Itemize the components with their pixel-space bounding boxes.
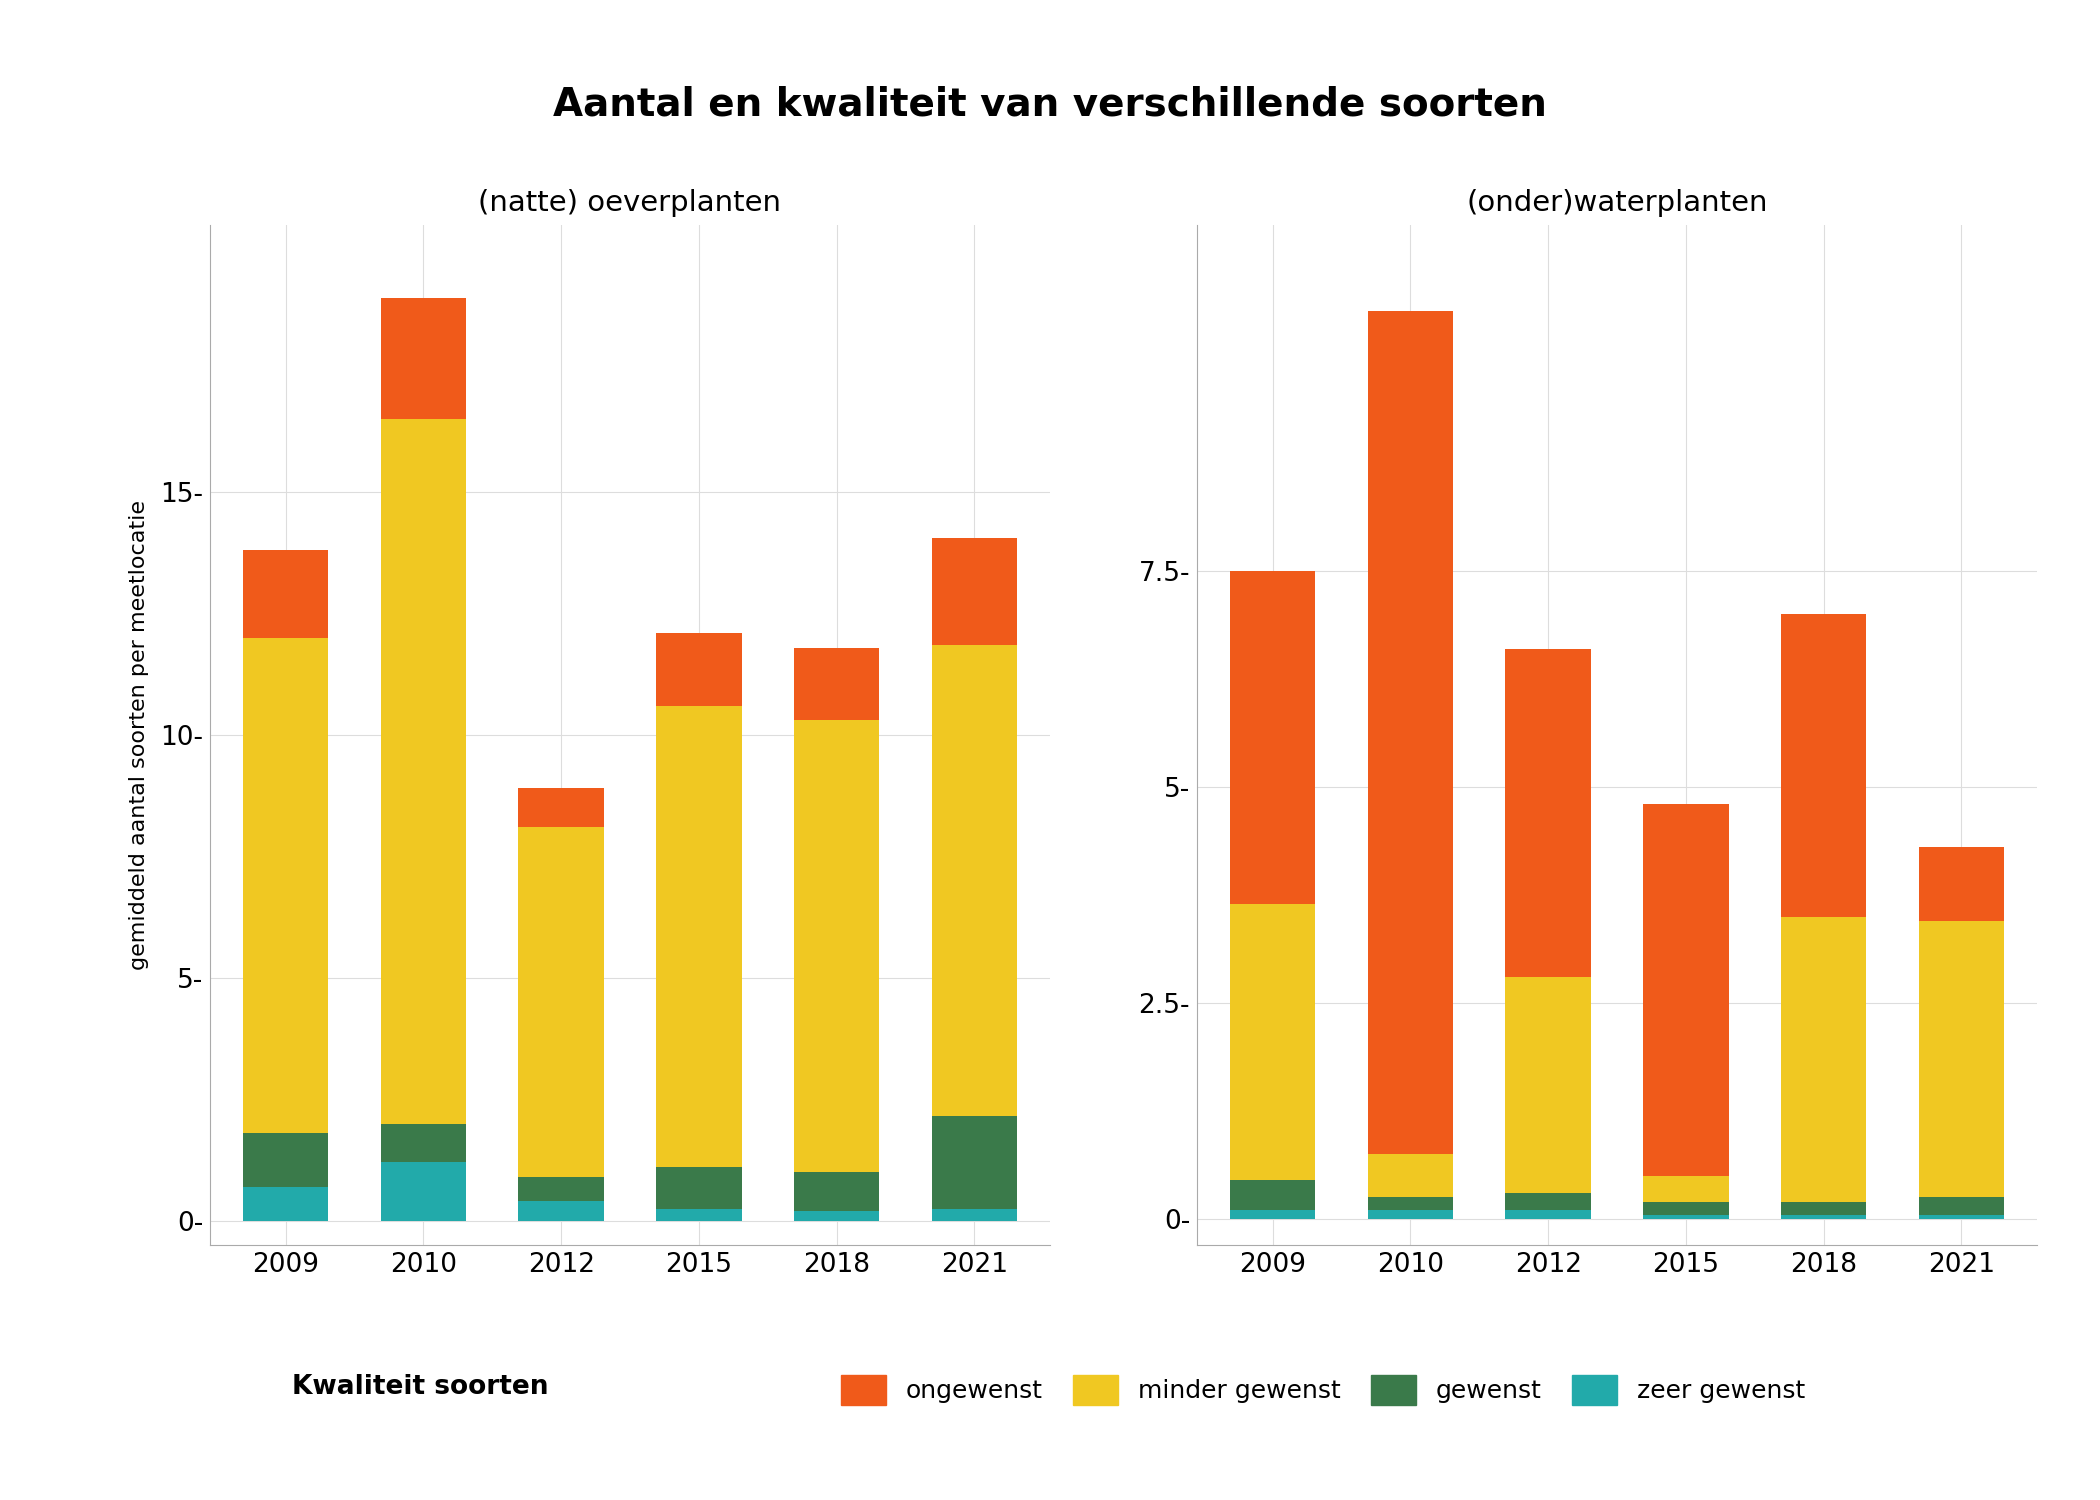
Bar (794, 1172, 880, 1210)
Bar (1781, 1202, 1867, 1215)
Bar (1781, 1215, 1867, 1219)
Bar (655, 1209, 741, 1221)
Bar (794, 1210, 880, 1221)
Text: Aantal en kwaliteit van verschillende soorten: Aantal en kwaliteit van verschillende so… (552, 86, 1548, 124)
Bar (519, 789, 605, 828)
Bar (1231, 903, 1315, 1180)
Bar (1231, 572, 1315, 903)
Bar (380, 1162, 466, 1221)
Bar (932, 1116, 1016, 1209)
Bar (1231, 1210, 1315, 1219)
Title: (natte) oeverplanten: (natte) oeverplanten (479, 189, 781, 217)
Bar (794, 648, 880, 720)
Bar (1919, 847, 2003, 921)
Bar (1781, 614, 1867, 916)
Bar (380, 420, 466, 1124)
Title: (onder)waterplanten: (onder)waterplanten (1466, 189, 1768, 217)
Bar (1231, 1180, 1315, 1210)
Bar (1506, 648, 1592, 976)
Legend: ongewenst, minder gewenst, gewenst, zeer gewenst: ongewenst, minder gewenst, gewenst, zeer… (842, 1374, 1804, 1406)
Bar (519, 1202, 605, 1221)
Bar (1919, 921, 2003, 1197)
Bar (1367, 1154, 1453, 1197)
Bar (655, 633, 741, 706)
Bar (380, 298, 466, 420)
Bar (1642, 1215, 1728, 1219)
Bar (380, 1124, 466, 1162)
Bar (1367, 312, 1453, 1154)
Bar (1919, 1197, 2003, 1215)
Bar (519, 828, 605, 1178)
Bar (932, 1209, 1016, 1221)
Bar (794, 720, 880, 1172)
Bar (1642, 804, 1728, 1176)
Bar (1781, 916, 1867, 1202)
Bar (1367, 1210, 1453, 1219)
Bar (655, 1167, 741, 1209)
Y-axis label: gemiddeld aantal soorten per meetlocatie: gemiddeld aantal soorten per meetlocatie (128, 500, 149, 970)
Bar (1506, 976, 1592, 1192)
Text: Kwaliteit soorten: Kwaliteit soorten (292, 1374, 548, 1401)
Bar (244, 638, 328, 1134)
Bar (1506, 1210, 1592, 1219)
Bar (1506, 1192, 1592, 1210)
Bar (932, 645, 1016, 1116)
Bar (519, 1178, 605, 1202)
Bar (244, 550, 328, 638)
Bar (1642, 1176, 1728, 1202)
Bar (244, 1186, 328, 1221)
Bar (655, 706, 741, 1167)
Bar (1642, 1202, 1728, 1215)
Bar (244, 1134, 328, 1186)
Bar (1919, 1215, 2003, 1219)
Bar (1367, 1197, 1453, 1210)
Bar (932, 538, 1016, 645)
